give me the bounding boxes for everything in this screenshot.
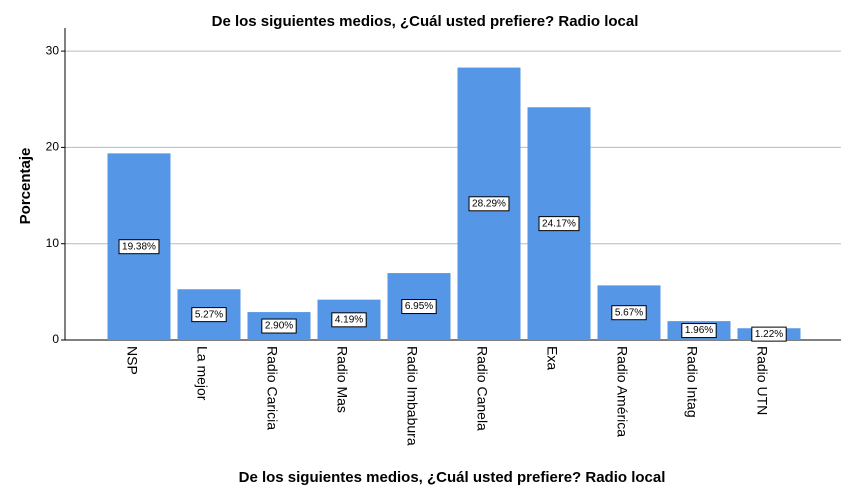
value-label: 1.96% [685,325,713,336]
y-tick-label: 20 [46,140,60,154]
value-label: 1.22% [755,329,783,340]
x-tick-label: Radio Mas [334,346,350,413]
value-label: 4.19% [335,314,363,325]
x-axis-title: De los siguientes medios, ¿Cuál usted pr… [239,469,666,486]
value-label-box [468,196,510,212]
x-tick-label: NSP [124,346,140,375]
value-label: 5.67% [615,307,643,318]
value-label: 6.95% [405,301,433,312]
value-label: 5.27% [195,309,223,320]
value-label: 24.17% [542,218,576,229]
x-tick-label: Radio América [614,346,630,437]
y-axis-title: Porcentaje [17,148,34,225]
value-label-box [751,326,787,342]
x-tick-label: Radio Caricia [264,346,280,430]
y-tick-label: 30 [46,43,60,57]
y-tick-label: 0 [52,332,59,346]
x-tick-label: Radio Imbabura [404,346,420,446]
x-tick-label: Exa [544,346,560,370]
value-label-box [538,216,580,232]
value-label: 19.38% [122,241,156,252]
y-tick-label: 10 [46,236,60,250]
x-tick-label: Radio Intag [684,346,700,418]
value-label-box [118,239,160,255]
chart-title: De los siguientes medios, ¿Cuál usted pr… [212,13,639,30]
value-label-box [611,305,647,321]
value-label-box [681,323,717,339]
value-label-box [261,318,297,334]
value-label-box [331,312,367,328]
x-tick-label: La mejor [194,346,210,401]
value-label-box [191,307,227,323]
value-label: 2.90% [265,321,293,332]
x-tick-label: Radio Canela [474,346,490,431]
value-label: 28.29% [472,198,506,209]
x-tick-label: Radio UTN [754,346,770,415]
value-label-box [401,299,437,315]
